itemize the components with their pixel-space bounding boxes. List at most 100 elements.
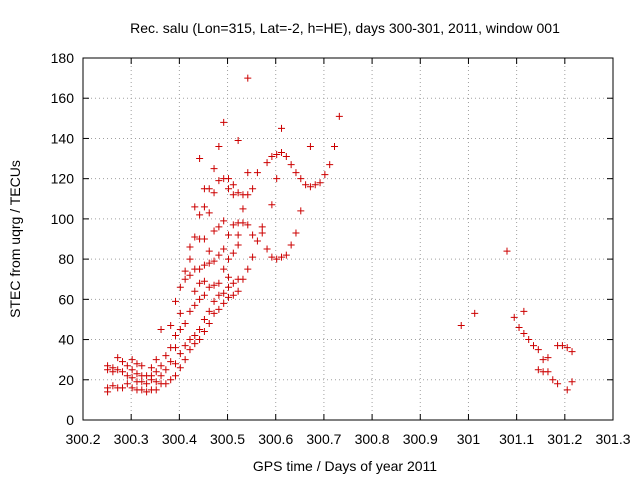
data-point — [205, 247, 213, 255]
data-point — [534, 366, 542, 374]
data-point — [147, 364, 155, 372]
data-point — [176, 350, 184, 358]
data-point — [138, 378, 146, 386]
data-point — [200, 261, 208, 269]
data-point — [549, 376, 557, 384]
x-tick-label: 300.6 — [258, 431, 293, 447]
data-point — [510, 313, 518, 321]
data-point — [205, 283, 213, 291]
y-tick-label: 40 — [58, 332, 74, 348]
data-point — [152, 378, 160, 386]
data-point — [292, 169, 300, 177]
y-tick-label: 140 — [51, 130, 75, 146]
data-point — [249, 185, 257, 193]
data-point — [244, 191, 252, 199]
x-axis-label: GPS time / Days of year 2011 — [253, 458, 437, 474]
data-point — [200, 328, 208, 336]
data-point — [167, 358, 175, 366]
data-point — [186, 243, 194, 251]
data-point — [157, 326, 165, 333]
plot-frame — [82, 57, 614, 421]
data-point — [249, 253, 257, 261]
data-point — [234, 136, 242, 144]
data-point — [123, 380, 131, 388]
data-point — [225, 283, 233, 291]
data-point — [210, 309, 218, 317]
data-point — [215, 279, 223, 287]
data-point — [181, 275, 189, 283]
x-tick-label: 300.3 — [114, 431, 149, 447]
data-point — [471, 309, 479, 317]
data-point — [229, 279, 237, 287]
data-point — [186, 346, 194, 354]
data-point — [215, 305, 223, 313]
data-point — [220, 299, 228, 307]
data-point — [215, 177, 223, 185]
data-point — [176, 326, 184, 333]
data-point — [278, 124, 286, 132]
data-point — [234, 241, 242, 249]
data-point — [520, 307, 528, 315]
data-point — [196, 265, 204, 273]
data-point — [210, 227, 218, 235]
data-point — [205, 209, 213, 217]
x-tick-label: 301.2 — [547, 431, 582, 447]
data-point — [563, 386, 571, 394]
data-point — [181, 319, 189, 327]
data-point — [191, 301, 199, 309]
data-point — [123, 372, 131, 380]
data-point — [196, 211, 204, 219]
data-point — [220, 217, 228, 225]
data-point — [181, 267, 189, 275]
data-point — [210, 257, 218, 265]
data-point — [176, 364, 184, 372]
data-point — [114, 354, 122, 362]
data-point — [152, 386, 160, 394]
data-point — [282, 153, 290, 161]
data-point — [172, 332, 180, 340]
y-tick-label: 20 — [58, 372, 74, 388]
x-tick-label: 300.2 — [65, 431, 100, 447]
chart-title: Rec. salu (Lon=315, Lat=-2, h=HE), days … — [130, 20, 560, 36]
data-point — [239, 275, 247, 283]
data-point — [133, 370, 141, 378]
data-point — [229, 249, 237, 257]
data-point — [119, 384, 127, 392]
data-point — [162, 352, 170, 360]
data-point — [172, 344, 180, 352]
data-point — [220, 289, 228, 297]
data-point — [292, 229, 300, 237]
data-point — [215, 142, 223, 150]
data-point — [563, 344, 571, 352]
data-point — [186, 255, 194, 263]
data-point — [172, 360, 180, 368]
data-point — [104, 362, 112, 370]
data-point — [311, 181, 319, 189]
data-point — [520, 330, 528, 338]
data-point — [244, 221, 252, 229]
data-point — [176, 283, 184, 291]
x-tick-label: 300.8 — [355, 431, 390, 447]
data-point — [457, 321, 465, 329]
data-point — [196, 279, 204, 287]
data-point — [515, 323, 523, 331]
data-point — [525, 336, 533, 344]
data-point — [196, 295, 204, 303]
x-tick-label: 300.4 — [162, 431, 197, 447]
y-tick-label: 100 — [51, 211, 75, 227]
data-point — [157, 362, 165, 370]
data-point — [109, 364, 117, 372]
data-point — [109, 382, 117, 390]
data-point — [196, 336, 204, 344]
data-point — [225, 255, 233, 263]
x-tick-label: 301.3 — [595, 431, 630, 447]
data-point — [263, 245, 271, 253]
data-point — [249, 231, 257, 239]
data-point — [268, 201, 276, 209]
data-point — [138, 386, 146, 394]
data-point — [215, 223, 223, 231]
data-point — [316, 179, 324, 187]
data-point — [220, 265, 228, 273]
data-point — [191, 233, 199, 241]
